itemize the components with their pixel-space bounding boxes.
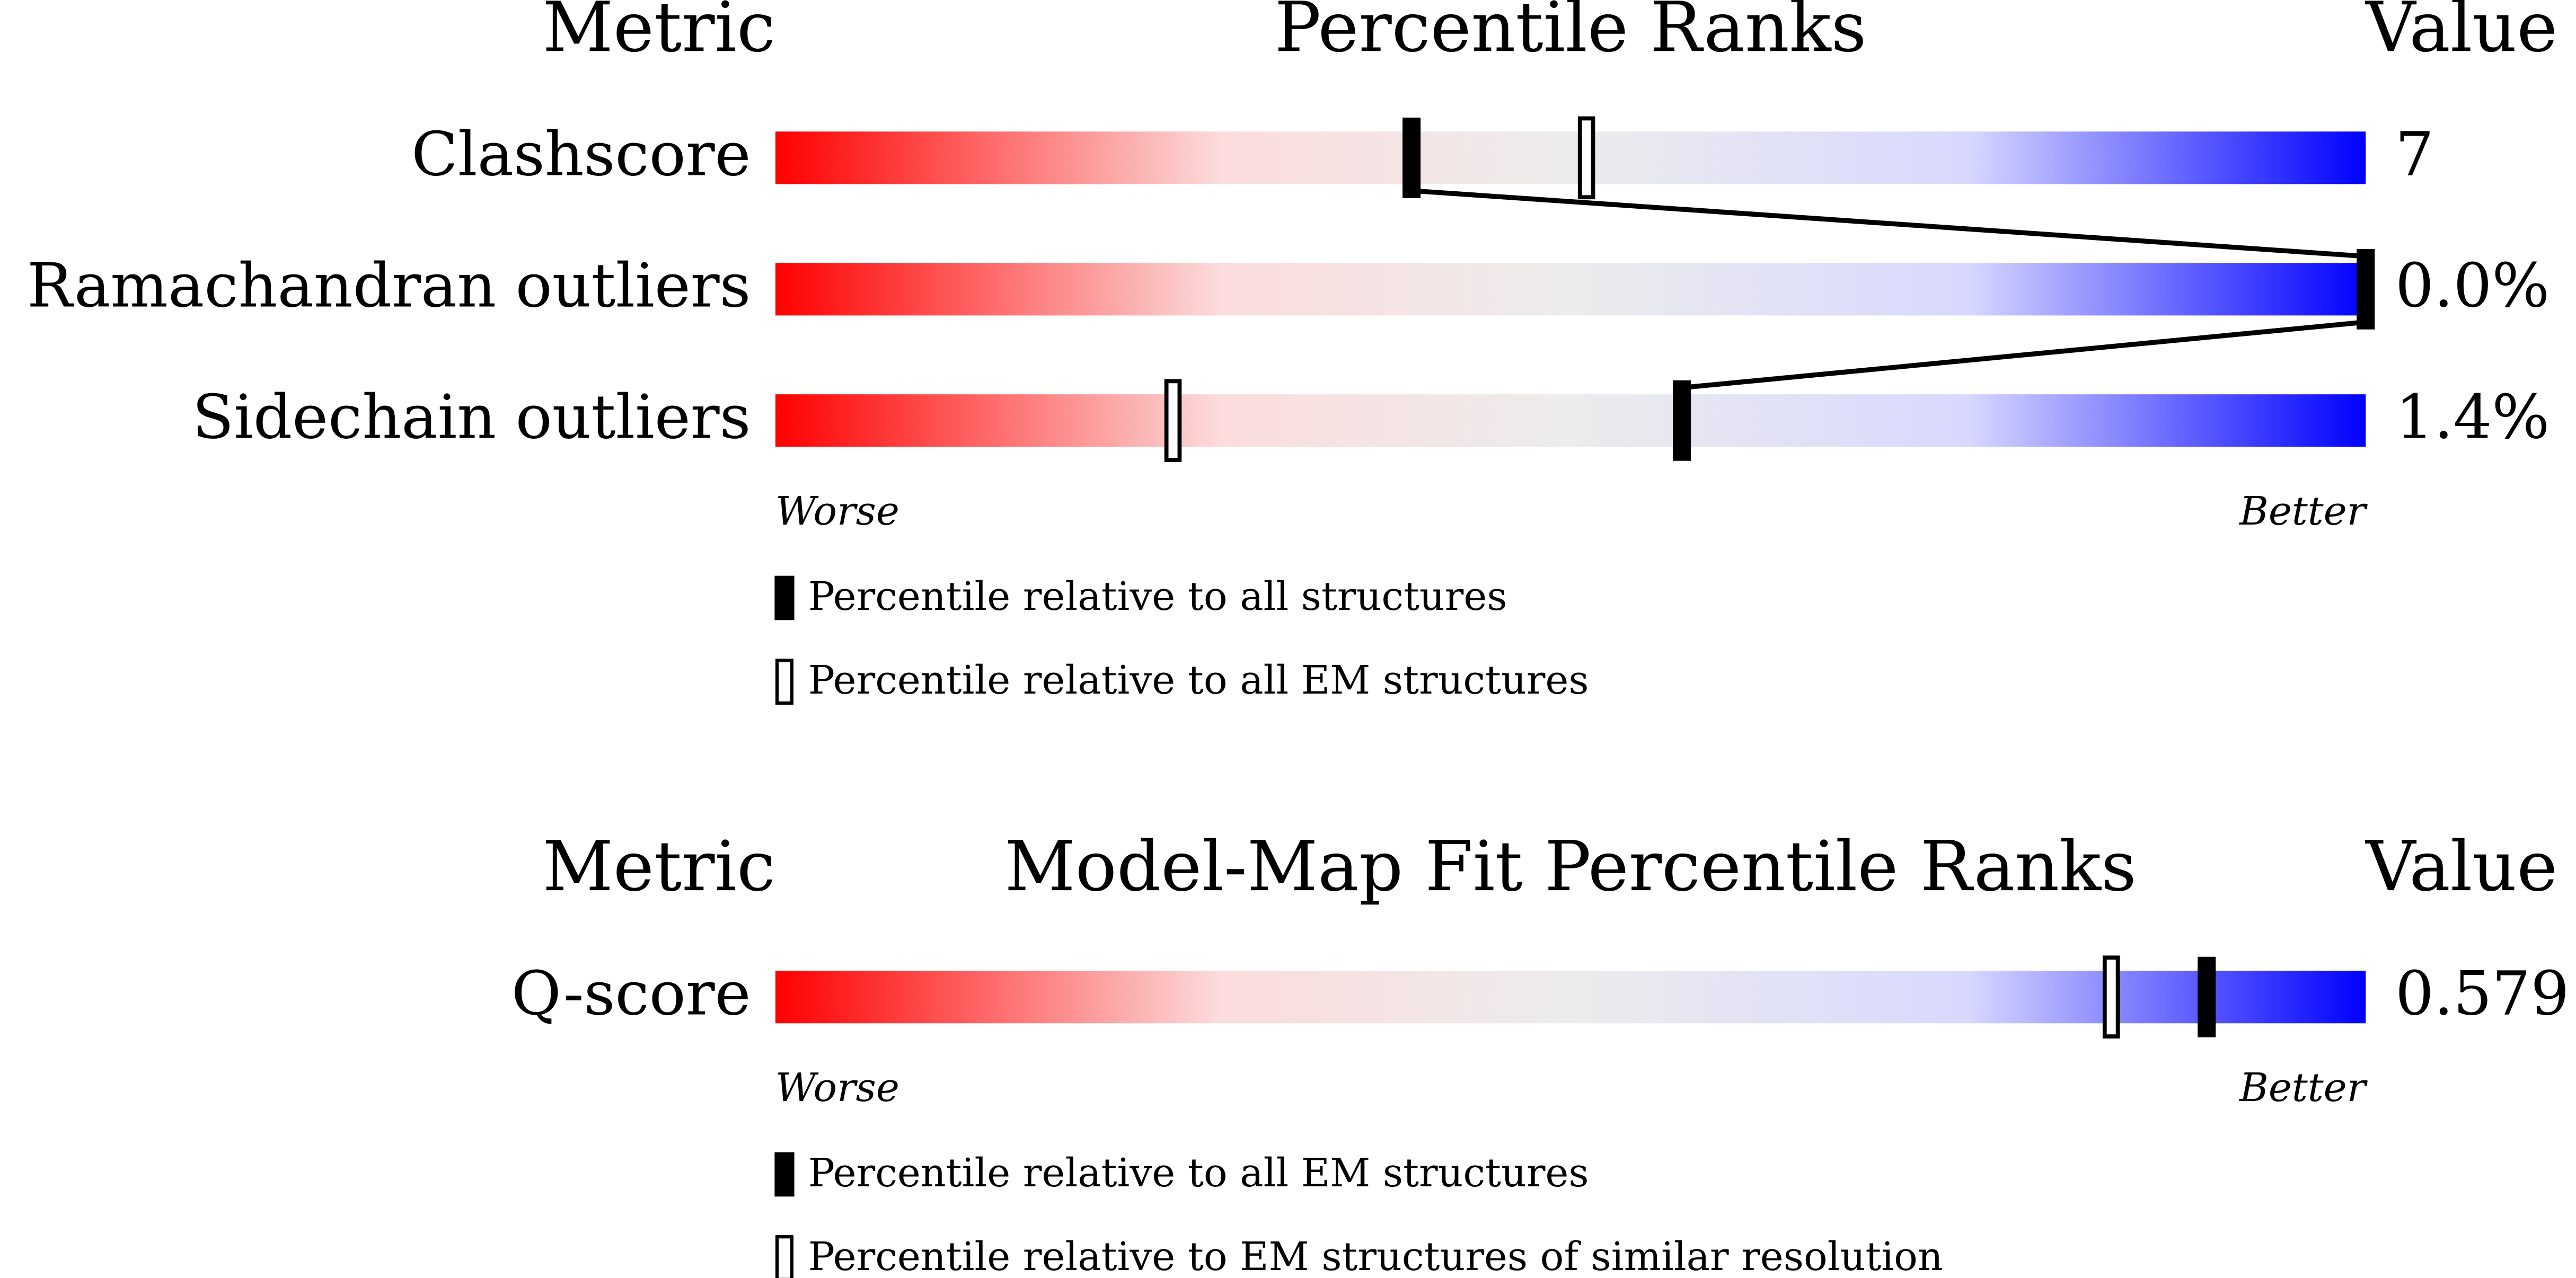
connector-line (1411, 188, 2366, 259)
metric-header: Metric (543, 826, 775, 907)
metric-name: Sidechain outliers (192, 382, 751, 452)
metric-value: 0.0% (2395, 251, 2549, 321)
value-header: Value (2365, 0, 2557, 67)
percentile-marker-outline (1577, 116, 1595, 200)
metric-value: 7 (2395, 119, 2434, 190)
slider-bar (775, 394, 2366, 447)
worse-label: Worse (775, 488, 899, 534)
metric-name: Q-score (511, 958, 751, 1029)
percentile-marker (1402, 117, 1421, 198)
connector-line (1681, 320, 2366, 390)
metric-value: 0.579 (2395, 958, 2569, 1029)
metric-name: Ramachandran outliers (27, 251, 751, 321)
percentile-marker (2198, 956, 2216, 1037)
percentile-marker-outline (1164, 379, 1182, 463)
slider-bar (775, 263, 2366, 316)
panel-title: Percentile Ranks (1275, 0, 1867, 67)
legend-label: Percentile relative to all structures (808, 573, 1507, 619)
legend-swatch (775, 659, 794, 705)
slider-bar (775, 131, 2366, 184)
percentile-marker (1673, 380, 1691, 461)
metric-value: 1.4% (2395, 382, 2549, 452)
metric-header: Metric (543, 0, 775, 67)
legend-swatch (774, 575, 795, 620)
legend-swatch (774, 1152, 795, 1197)
better-label: Better (2238, 488, 2368, 534)
better-label: Better (2238, 1064, 2368, 1111)
value-header: Value (2365, 826, 2557, 907)
metric-name: Clashscore (411, 119, 751, 190)
percentile-marker-outline (2102, 955, 2120, 1039)
legend-swatch (775, 1235, 794, 1278)
legend-label: Percentile relative to all EM structures (808, 657, 1589, 703)
worse-label: Worse (775, 1064, 899, 1111)
slider-bar (775, 971, 2366, 1024)
percentile-marker (2357, 248, 2375, 330)
panel-title: Model-Map Fit Percentile Ranks (1004, 826, 2137, 907)
legend-label: Percentile relative to EM structures of … (808, 1233, 1943, 1278)
legend-label: Percentile relative to all EM structures (808, 1150, 1589, 1196)
